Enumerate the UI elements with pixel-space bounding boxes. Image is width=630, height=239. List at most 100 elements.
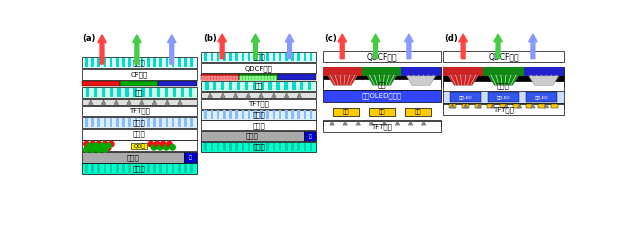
- Circle shape: [249, 79, 251, 81]
- Bar: [116, 118, 118, 127]
- Bar: [188, 88, 192, 97]
- Circle shape: [253, 79, 255, 81]
- Bar: [304, 110, 306, 119]
- Circle shape: [271, 76, 273, 78]
- Bar: [190, 58, 193, 67]
- Circle shape: [208, 76, 210, 78]
- Bar: [98, 58, 100, 67]
- Bar: [82, 140, 197, 151]
- Bar: [266, 53, 269, 61]
- Bar: [278, 143, 282, 151]
- Circle shape: [259, 79, 261, 81]
- Circle shape: [224, 76, 226, 78]
- Text: 阴极: 阴极: [415, 109, 421, 115]
- Bar: [82, 152, 184, 163]
- Bar: [120, 81, 158, 87]
- Polygon shape: [101, 100, 106, 104]
- Bar: [223, 143, 226, 151]
- Circle shape: [220, 79, 222, 81]
- Text: 光学膜: 光学膜: [252, 122, 265, 129]
- Bar: [116, 164, 118, 174]
- Circle shape: [93, 145, 98, 151]
- Circle shape: [224, 79, 226, 81]
- Text: 导光板: 导光板: [246, 133, 259, 139]
- Circle shape: [271, 79, 273, 81]
- Circle shape: [202, 79, 203, 81]
- Bar: [129, 164, 131, 174]
- Bar: [82, 99, 197, 105]
- Circle shape: [100, 143, 105, 148]
- Polygon shape: [544, 104, 549, 108]
- Bar: [178, 164, 181, 174]
- Bar: [117, 88, 121, 97]
- Bar: [201, 99, 316, 109]
- Circle shape: [96, 141, 101, 147]
- Bar: [443, 81, 564, 92]
- Circle shape: [259, 76, 261, 78]
- Bar: [91, 58, 94, 67]
- Bar: [449, 104, 455, 108]
- Circle shape: [268, 79, 270, 81]
- Polygon shape: [328, 76, 357, 85]
- Polygon shape: [408, 121, 413, 125]
- Circle shape: [220, 76, 222, 78]
- Bar: [266, 110, 269, 119]
- Bar: [213, 82, 217, 90]
- Text: 阳极: 阳极: [377, 81, 386, 88]
- FancyArrow shape: [98, 35, 106, 64]
- Bar: [443, 51, 564, 62]
- Text: 蓝光LED: 蓝光LED: [459, 95, 472, 99]
- Bar: [273, 143, 275, 151]
- Bar: [98, 118, 100, 127]
- Polygon shape: [395, 121, 400, 125]
- Bar: [323, 90, 440, 102]
- Polygon shape: [152, 100, 157, 104]
- Bar: [149, 88, 152, 97]
- Polygon shape: [165, 100, 169, 104]
- Text: 反射膜: 反射膜: [133, 166, 146, 172]
- Circle shape: [93, 143, 98, 148]
- Text: (c): (c): [324, 34, 337, 43]
- Circle shape: [211, 79, 213, 81]
- Bar: [260, 53, 263, 61]
- Circle shape: [246, 76, 248, 78]
- Polygon shape: [421, 121, 426, 125]
- Bar: [204, 110, 207, 119]
- Text: 封装胶: 封装胶: [497, 83, 510, 89]
- Bar: [310, 110, 312, 119]
- Bar: [244, 82, 248, 90]
- Bar: [122, 164, 125, 174]
- Bar: [500, 104, 507, 108]
- Bar: [277, 82, 280, 90]
- Bar: [443, 67, 483, 76]
- Bar: [85, 164, 88, 174]
- Circle shape: [164, 145, 169, 150]
- Polygon shape: [329, 121, 335, 125]
- Text: 蓝光OLED功能层: 蓝光OLED功能层: [362, 93, 402, 99]
- Bar: [254, 53, 256, 61]
- Text: 偏光片: 偏光片: [252, 54, 265, 60]
- Bar: [103, 58, 106, 67]
- Bar: [85, 58, 88, 67]
- Bar: [153, 164, 156, 174]
- Bar: [304, 143, 306, 151]
- Bar: [140, 118, 144, 127]
- Bar: [157, 88, 161, 97]
- Bar: [304, 131, 316, 141]
- Circle shape: [233, 76, 235, 78]
- Circle shape: [151, 145, 157, 150]
- Circle shape: [105, 145, 111, 151]
- Bar: [165, 88, 168, 97]
- Bar: [205, 82, 209, 90]
- Circle shape: [84, 147, 89, 152]
- Circle shape: [268, 76, 270, 78]
- Bar: [462, 104, 469, 108]
- Bar: [525, 104, 532, 108]
- Bar: [285, 110, 287, 119]
- Circle shape: [230, 79, 232, 81]
- Polygon shape: [450, 104, 455, 108]
- Bar: [82, 70, 197, 80]
- Text: 侧: 侧: [189, 155, 192, 160]
- FancyArrow shape: [285, 34, 294, 59]
- FancyArrow shape: [459, 34, 467, 59]
